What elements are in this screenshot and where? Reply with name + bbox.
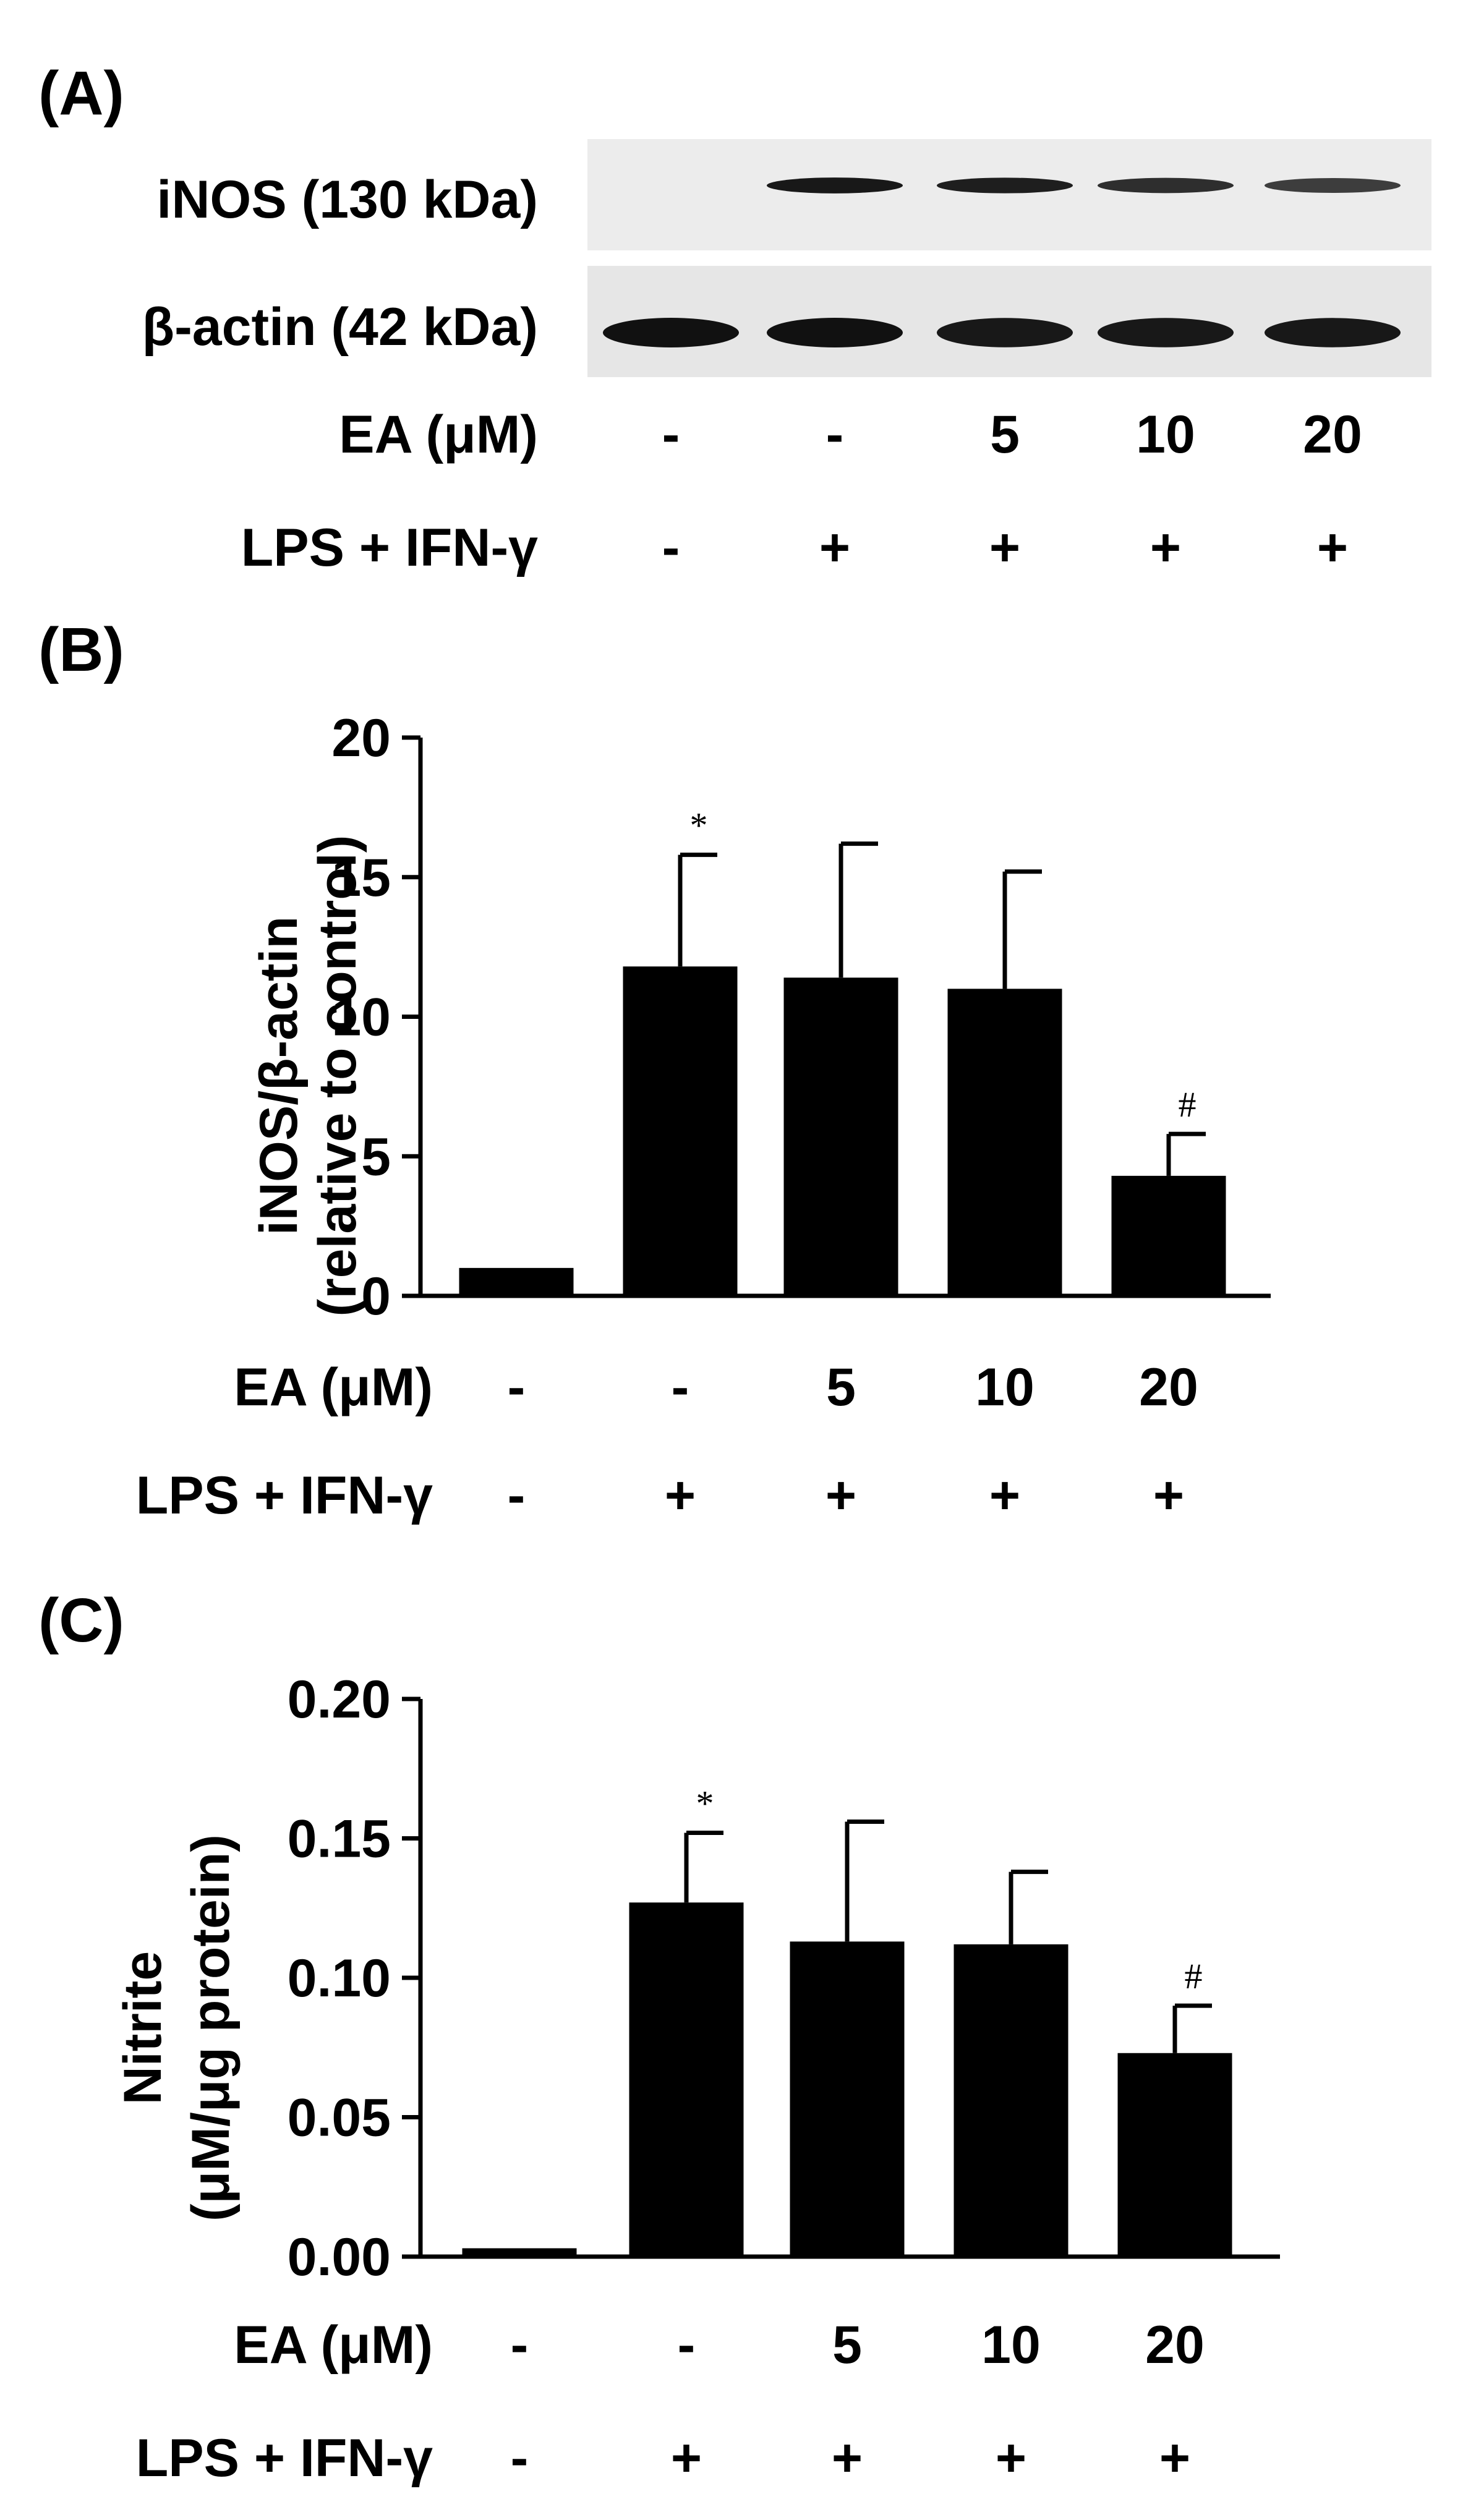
blot-row-label-actin: β-actin (42 kDa) (142, 297, 538, 357)
chart-c-ea-value-5: 20 (1145, 2315, 1205, 2375)
chart-c-ea-value-2: - (678, 2315, 696, 2375)
chart-c-lps-label: LPS + IFN-γ (136, 2428, 433, 2488)
chart-b-annotation-5: # (1179, 1084, 1197, 1125)
chart-b-annotation-2: * (690, 806, 708, 846)
chart-c-lps-value-5: + (1159, 2428, 1190, 2488)
blot-lps-value-4: + (1150, 518, 1181, 577)
chart-b-lps-value-3: + (825, 1466, 856, 1525)
blot-row-label-inos: iNOS (130 kDa) (156, 170, 538, 229)
blot-ea-value-3: 5 (990, 405, 1020, 464)
chart-b-lps-value-5: + (1153, 1466, 1184, 1525)
chart-c-bar-5 (1117, 2053, 1232, 2257)
chart-c-ea-value-4: 10 (981, 2315, 1041, 2375)
chart-c-lps-value-3: + (832, 2428, 863, 2488)
chart-c-bar-2 (629, 1902, 744, 2257)
blot-conditions: EA (μM) LPS + IFN-γ - - 5 10 20 - + + + + (241, 405, 1362, 577)
chart-b-ylabel: iNOS/β-actin (249, 916, 309, 1235)
blot-strip-inos (587, 139, 1431, 250)
chart-c-y-tick-label-0: 0.00 (288, 2228, 391, 2287)
panel-label-b: (B) (38, 615, 124, 684)
blot-band-actin-2 (767, 318, 903, 347)
chart-c-bar-4 (953, 1944, 1069, 2257)
chart-b-lps-label: LPS + IFN-γ (136, 1466, 433, 1525)
chart-c-lps-value-1: - (511, 2428, 529, 2488)
blot-band-inos-5 (1265, 177, 1401, 194)
chart-c-lps-value-4: + (996, 2428, 1026, 2488)
chart-b-ea-label: EA (μM) (234, 1358, 433, 1417)
blot-band-actin-5 (1265, 318, 1401, 347)
chart-b-y-tick-label-0: 0 (361, 1267, 391, 1326)
chart-c-y-tick-label-2: 0.10 (288, 1949, 391, 2008)
chart-b-bar-5 (1111, 1175, 1226, 1296)
chart-c-annotation-5: # (1185, 1956, 1203, 1996)
blot-band-actin-3 (937, 318, 1073, 347)
blot-ea-value-2: - (826, 405, 844, 464)
chart-b-lps-value-1: - (508, 1466, 526, 1525)
blot-lps-value-2: + (819, 518, 850, 577)
chart-c-ylabel: Nitrite (113, 1951, 173, 2105)
blot-band-actin-4 (1098, 318, 1234, 347)
chart-b-bar-3 (783, 977, 898, 1296)
blot-band-inos-2 (767, 177, 903, 194)
blot-lps-value-3: + (989, 518, 1020, 577)
blot-condition-values: - - 5 10 20 - + + + + (662, 405, 1362, 577)
blot-ea-value-5: 20 (1303, 405, 1362, 464)
chart-c-ylabel2: (μM/μg protein) (181, 1834, 241, 2221)
chart-b-bar-1 (459, 1267, 574, 1296)
chart-b-y-tick-label-1: 5 (361, 1127, 391, 1186)
chart-b-bar-2 (623, 966, 738, 1296)
chart-c-bar-3 (790, 1941, 905, 2257)
chart-c-ea-value-3: 5 (832, 2315, 862, 2375)
chart-b-ea-value-3: 5 (826, 1358, 856, 1417)
chart-c-ea-value-1: - (511, 2315, 529, 2375)
chart-b: iNOS/β-actin (relative to control) 0 5 10 1… (136, 709, 1271, 1525)
chart-b-y-tick-label-3: 15 (331, 848, 391, 908)
chart-c-annotation-2: * (696, 1783, 714, 1823)
chart-b-ea-value-1: - (508, 1358, 526, 1417)
chart-b-y-tick-label-4: 20 (331, 709, 391, 768)
chart-b-bar-4 (947, 989, 1062, 1296)
chart-b-y-tick-label-2: 10 (331, 988, 391, 1047)
lps-label: LPS + IFN-γ (241, 518, 538, 577)
chart-b-ylabel2: (relative to control) (308, 835, 367, 1317)
chart-c-bar-1 (462, 2248, 577, 2257)
blot-ea-value-4: 10 (1136, 405, 1195, 464)
chart-b-ea-value-5: 20 (1139, 1358, 1198, 1417)
ea-label: EA (μM) (339, 405, 538, 464)
chart-c-ea-label: EA (μM) (234, 2315, 433, 2375)
blot-band-actin-1 (603, 318, 739, 347)
chart-c-y-tick-label-4: 0.20 (288, 1670, 391, 1729)
chart-c: Nitrite (μM/μg protein) 0.00 0.05 0.10 0.15… (113, 1670, 1280, 2488)
chart-c-y-tick-label-1: 0.05 (288, 2088, 391, 2148)
blot-band-inos-3 (937, 177, 1073, 194)
chart-b-lps-value-2: + (665, 1466, 696, 1525)
panel-label-c: (C) (38, 1586, 124, 1655)
blot-band-inos-4 (1098, 177, 1234, 194)
blot-lps-value-5: + (1317, 518, 1348, 577)
chart-c-lps-value-2: + (671, 2428, 702, 2488)
chart-b-ea-value-4: 10 (975, 1358, 1034, 1417)
panel-label-a: (A) (38, 59, 124, 128)
blot-lps-value-1: - (662, 518, 680, 577)
blot-ea-value-1: - (662, 405, 680, 464)
chart-b-ea-value-2: - (672, 1358, 689, 1417)
western-blot: iNOS (130 kDa) β-actin (42 kDa) (142, 139, 1431, 377)
chart-c-y-tick-label-3: 0.15 (288, 1810, 391, 1869)
chart-b-lps-value-4: + (989, 1466, 1020, 1525)
